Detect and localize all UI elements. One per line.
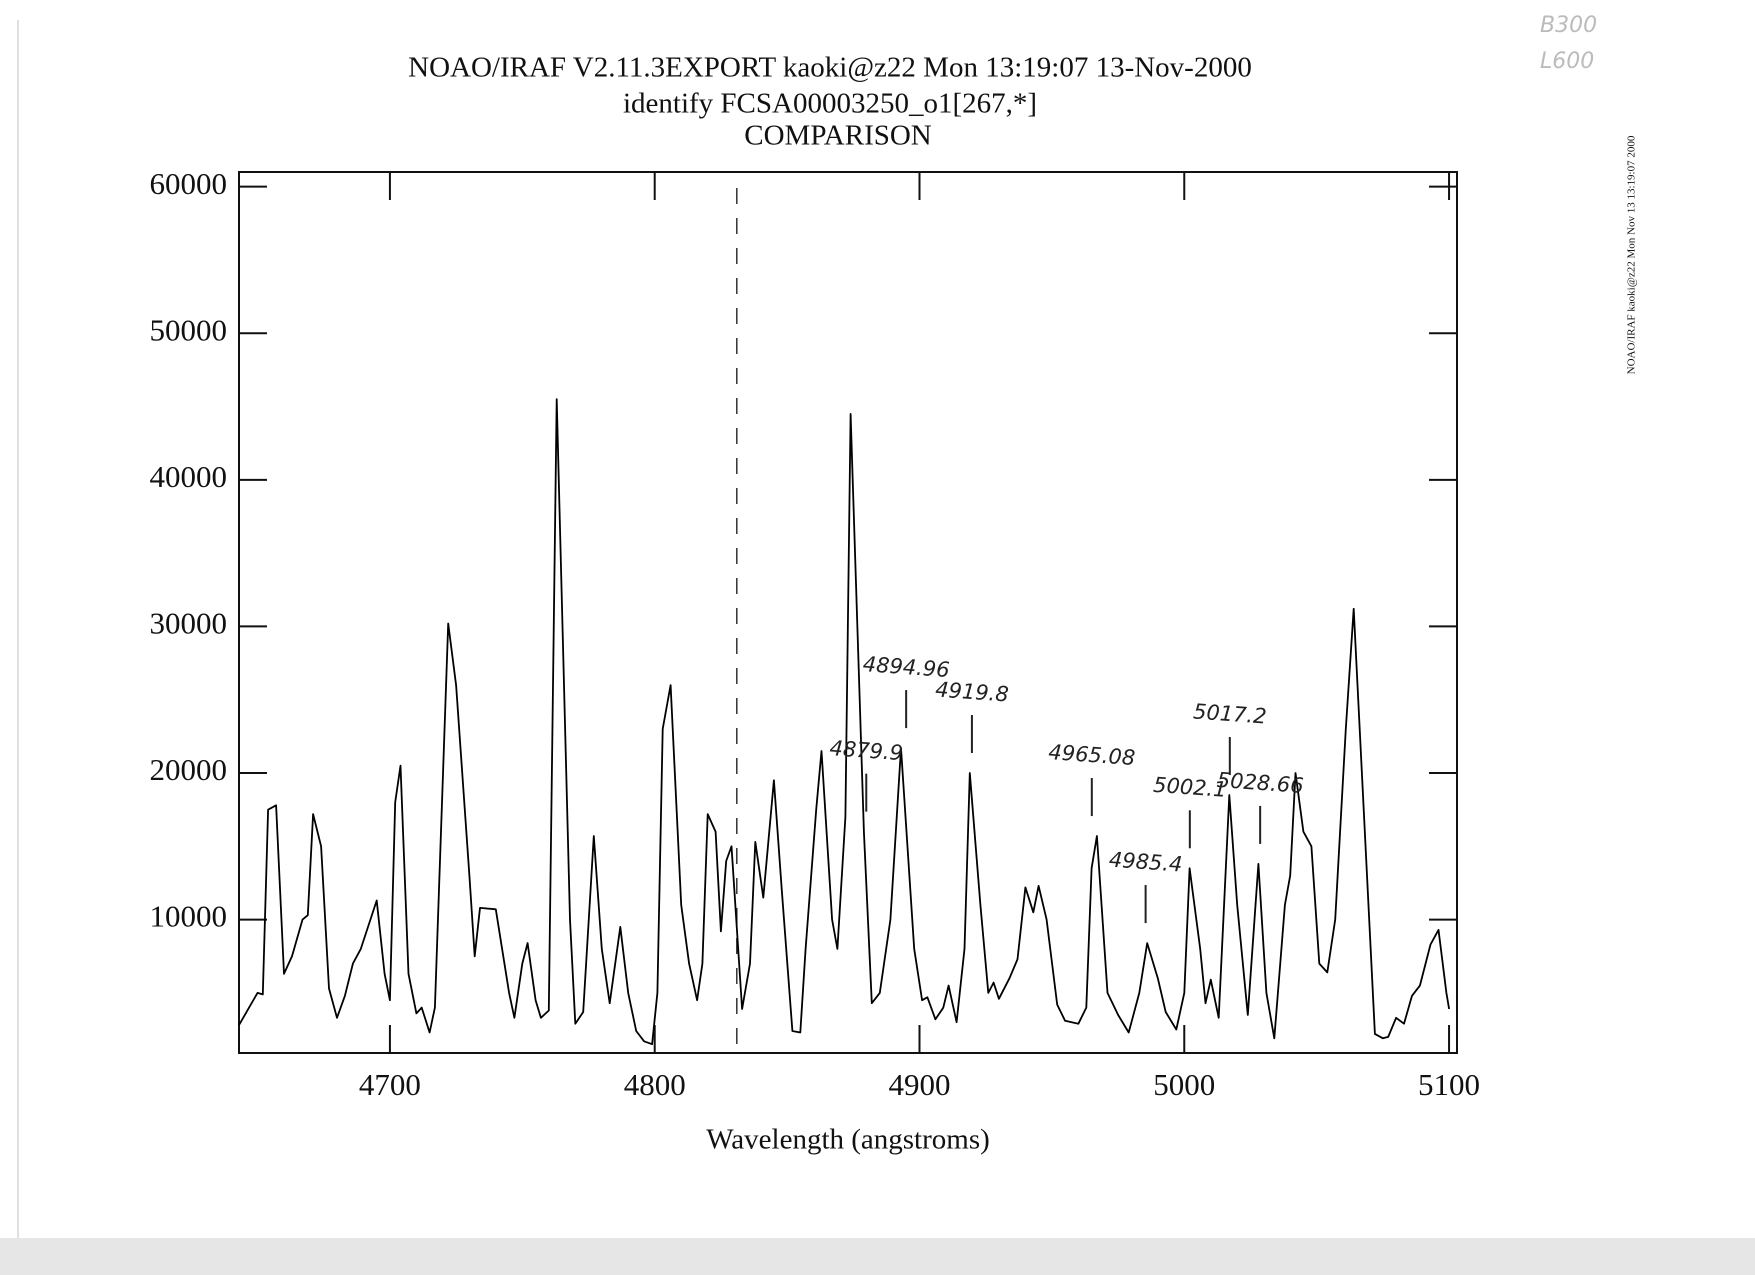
spectrum-line (238, 398, 1450, 1046)
side-text: NOAO/IRAF kaoki@z22 Mon Nov 13 13:19:07 … (1626, 135, 1638, 374)
x-tick-label: 4900 (888, 1067, 950, 1102)
chart-subtitle2: COMPARISON (744, 120, 932, 152)
y-tick-label: 30000 (150, 606, 228, 641)
line-id-label: 4919.8 (934, 677, 1009, 706)
line-id-label: 5002.1 (1152, 773, 1227, 802)
chart-subtitle: identify FCSA00003250_o1[267,*] (623, 88, 1037, 120)
line-id-label: 4985.4 (1108, 848, 1183, 877)
y-tick-label: 10000 (150, 899, 228, 934)
plot: 10000 20000 30000 40000 50000 60000 4700 4800 49… (150, 166, 1481, 1102)
y-tick-label: 60000 (150, 166, 228, 201)
note: B300 (1540, 13, 1597, 38)
line-id-label: 5017.2 (1192, 699, 1267, 728)
x-tick-label: 5000 (1153, 1067, 1215, 1102)
x-tick-label: 4800 (624, 1067, 686, 1102)
chart-title: NOAO/IRAF V2.11.3EXPORT kaoki@z22 Mon 13… (408, 52, 1252, 84)
y-tick-label: 20000 (150, 752, 228, 787)
plot-frame (238, 171, 1458, 1054)
note: L600 (1540, 49, 1594, 74)
x-tick-label: 4700 (359, 1067, 421, 1102)
x-tick-label: 5100 (1418, 1067, 1480, 1102)
y-tick-label: 40000 (150, 459, 228, 494)
x-axis-label: Wavelength (angstroms) (706, 1124, 990, 1156)
line-id-label: 4879.9 (829, 736, 904, 765)
scan-edge (0, 1238, 1755, 1275)
y-tick-label: 50000 (150, 312, 228, 347)
